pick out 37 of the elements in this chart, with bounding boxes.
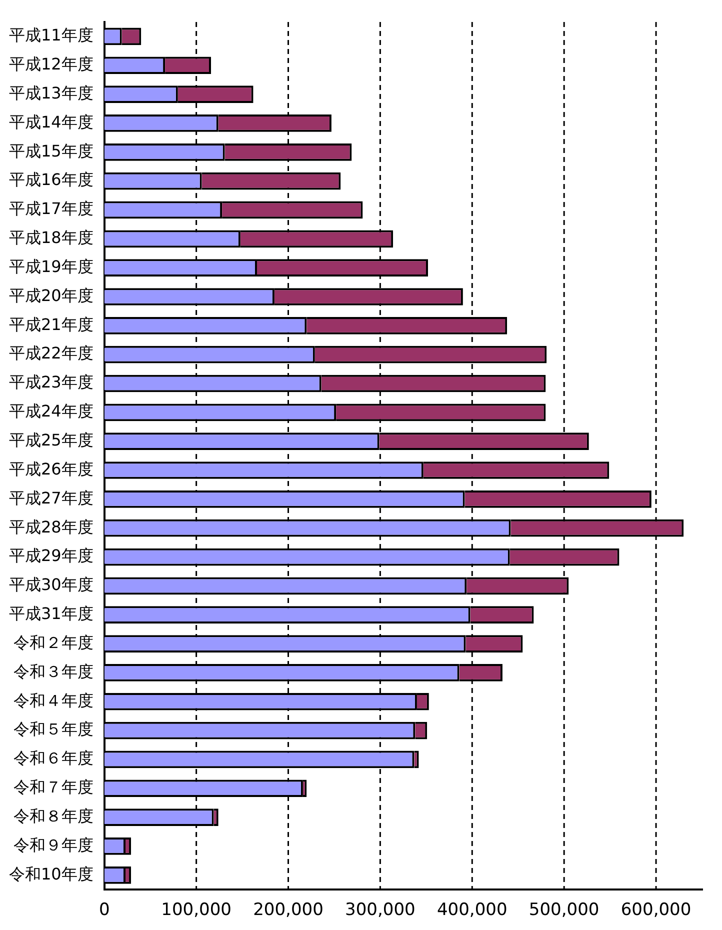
y-tick-label: 平成26年度	[9, 459, 94, 478]
y-tick-label: 平成11年度	[9, 26, 94, 45]
x-tick-label: 400,000	[436, 900, 508, 920]
x-tick-label: 500,000	[528, 900, 600, 920]
y-tick-label: 平成29年度	[9, 546, 94, 566]
y-tick-label: 令和５年度	[13, 720, 94, 739]
y-tick-label: 平成20年度	[9, 286, 94, 305]
y-tick-label: 平成27年度	[9, 488, 94, 508]
y-tick-label: 令和３年度	[13, 662, 94, 681]
y-tick-label: 平成17年度	[9, 199, 94, 218]
y-tick-label: 平成25年度	[9, 430, 94, 450]
y-tick-label: 平成18年度	[9, 228, 94, 248]
x-tick-label: 0	[98, 900, 110, 920]
y-tick-label: 平成30年度	[9, 575, 94, 594]
y-tick-label: 平成31年度	[9, 604, 94, 624]
y-tick-label: 平成24年度	[9, 402, 94, 421]
y-tick-label: 平成13年度	[9, 83, 94, 102]
y-tick-label: 令和９年度	[13, 835, 94, 854]
y-tick-label: 平成16年度	[9, 170, 94, 190]
y-tick-label: 平成12年度	[9, 54, 94, 74]
x-tick-label: 200,000	[253, 900, 324, 920]
y-tick-label: 平成23年度	[9, 372, 94, 392]
y-tick-label: 平成19年度	[9, 256, 94, 276]
y-tick-label: 令和４年度	[13, 690, 94, 710]
x-tick-label: 300,000	[345, 900, 416, 920]
y-tick-label: 平成28年度	[9, 517, 94, 536]
y-tick-label: 平成15年度	[9, 141, 94, 160]
y-tick-label: 令和10年度	[9, 864, 94, 884]
y-tick-label: 平成22年度	[9, 344, 94, 363]
y-tick-label: 令和８年度	[13, 806, 94, 826]
x-tick-label: 600,000	[620, 900, 692, 920]
y-tick-label: 令和７年度	[13, 778, 94, 797]
y-tick-label: 令和２年度	[13, 632, 94, 652]
y-tick-label: 令和６年度	[13, 748, 94, 768]
x-tick-label: 100,000	[161, 900, 232, 920]
y-tick-label: 平成14年度	[9, 112, 94, 132]
y-tick-label: 平成21年度	[9, 314, 94, 334]
